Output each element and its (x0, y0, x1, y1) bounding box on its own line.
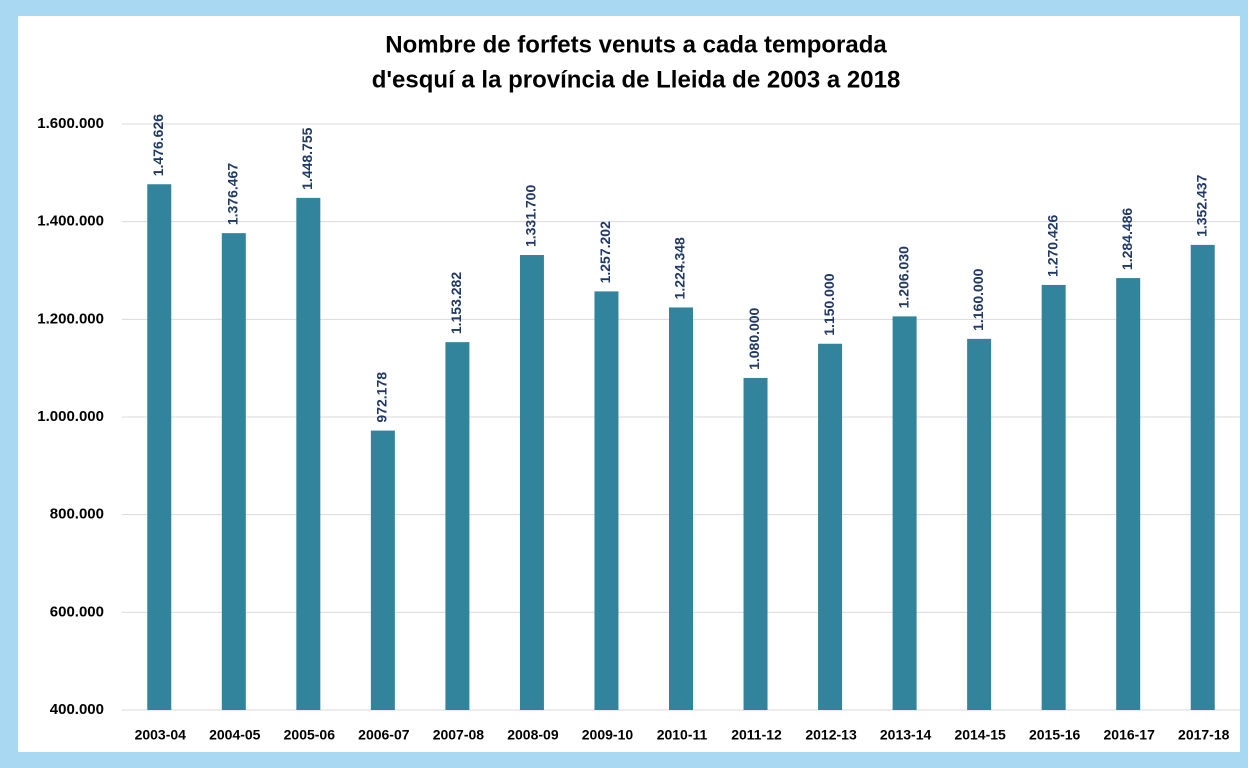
data-label: 1.270.426 (1044, 214, 1060, 276)
x-tick-label: 2011-12 (731, 727, 782, 743)
data-label: 1.352.437 (1193, 174, 1209, 236)
data-label: 1.206.030 (895, 246, 911, 308)
data-label: 1.376.467 (225, 163, 241, 225)
x-tick-label: 2010-11 (657, 727, 708, 743)
y-tick-label: 600.000 (50, 603, 104, 620)
data-label: 1.153.282 (448, 272, 464, 334)
x-tick-label: 2007-08 (433, 727, 485, 743)
y-tick-label: 1.600.000 (37, 115, 104, 132)
x-tick-label: 2015-16 (1029, 727, 1081, 743)
chart-area (18, 16, 1240, 752)
y-tick-label: 800.000 (50, 506, 104, 523)
data-label: 1.224.348 (672, 237, 688, 299)
bar (1041, 284, 1066, 710)
y-tick-label: 1.000.000 (37, 408, 104, 425)
data-label: 1.150.000 (821, 273, 837, 335)
bar (519, 255, 544, 710)
bar (967, 338, 992, 710)
y-tick-label: 400.000 (50, 701, 104, 718)
chart-title: Nombre de forfets venuts a cada temporad… (385, 31, 887, 58)
x-tick-label: 2014-15 (954, 727, 1006, 743)
x-tick-label: 2017-18 (1178, 727, 1230, 743)
data-label: 1.080.000 (746, 307, 762, 369)
bar (669, 307, 693, 710)
data-label: 1.331.700 (523, 185, 539, 247)
bar (743, 377, 768, 710)
x-tick-label: 2003-04 (135, 727, 187, 743)
bar (818, 343, 843, 710)
bar (445, 342, 470, 710)
x-tick-label: 2004-05 (209, 727, 261, 743)
x-tick-label: 2005-06 (284, 727, 336, 743)
x-tick-label: 2013-14 (880, 727, 932, 743)
bar (594, 291, 619, 710)
x-tick-label: 2012-13 (805, 727, 857, 743)
bar (296, 197, 321, 710)
bar (892, 316, 917, 710)
x-tick-label: 2016-17 (1104, 727, 1156, 743)
data-label: 1.448.755 (299, 127, 315, 189)
data-label: 1.284.486 (1119, 208, 1135, 270)
bar (1116, 278, 1141, 710)
data-label: 1.257.202 (597, 221, 613, 283)
x-tick-label: 2009-10 (582, 727, 634, 743)
data-label: 1.160.000 (970, 268, 986, 330)
y-tick-label: 1.400.000 (37, 213, 104, 230)
bar (221, 233, 246, 710)
x-tick-label: 2006-07 (358, 727, 410, 743)
data-label: 972.178 (374, 372, 390, 423)
chart-title: d'esquí a la província de Lleida de 2003… (372, 66, 901, 93)
bar (147, 184, 172, 711)
bar (370, 430, 395, 710)
data-label: 1.476.626 (150, 114, 166, 176)
x-tick-label: 2008-09 (507, 727, 559, 743)
y-tick-label: 1.200.000 (37, 310, 104, 327)
bar (1190, 244, 1215, 711)
